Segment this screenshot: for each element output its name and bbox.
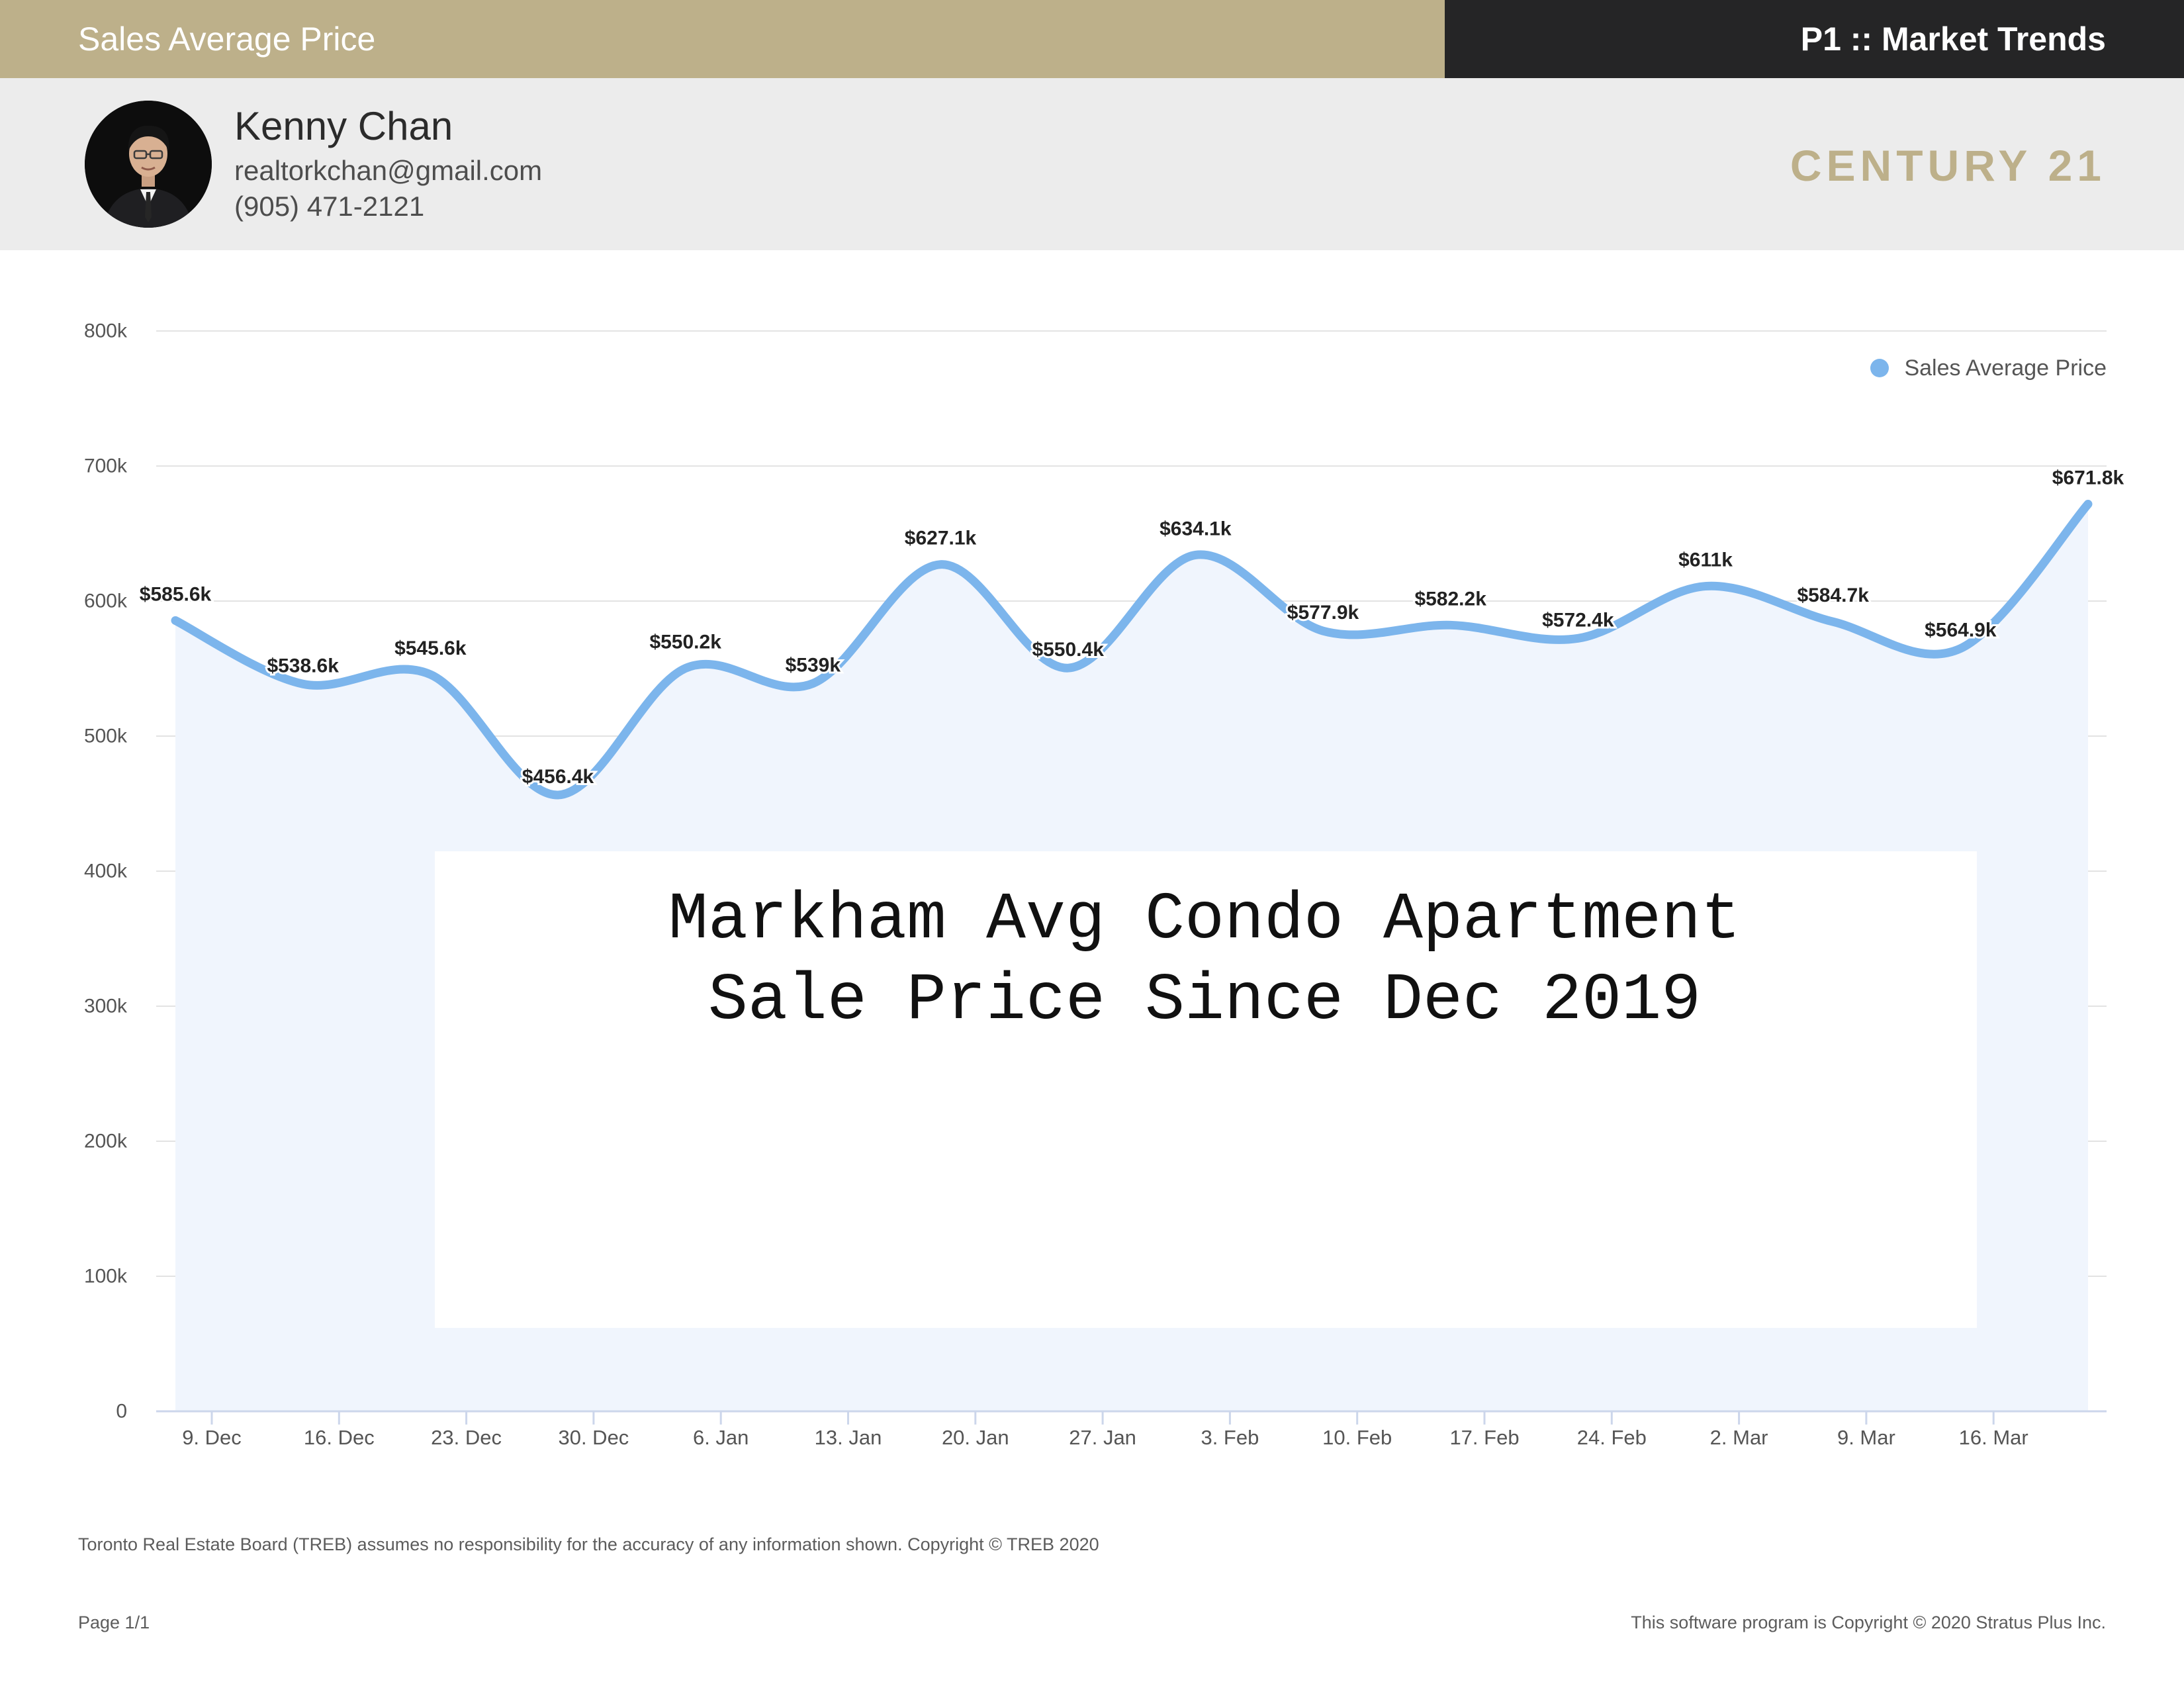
data-label: $627.1k (905, 528, 977, 549)
data-label: $634.1k (1160, 518, 1232, 539)
data-label: $564.9k (1925, 620, 1997, 641)
x-tick-label: 17. Feb (1449, 1426, 1519, 1449)
agent-card: Kenny Chan realtorkchan@gmail.com (905) … (0, 78, 2184, 250)
data-label: $572.4k (1542, 609, 1614, 631)
data-label: $671.8k (2052, 467, 2124, 489)
x-tick-label: 10. Feb (1322, 1426, 1392, 1449)
y-tick-label: 600k (84, 590, 128, 612)
x-tick-label: 20. Jan (942, 1426, 1009, 1449)
y-tick-label: 0 (116, 1401, 127, 1423)
software-copyright: This software program is Copyright © 202… (1631, 1613, 2106, 1632)
legend-marker (1870, 359, 1889, 377)
x-tick-label: 23. Dec (431, 1426, 502, 1449)
data-label: $550.4k (1032, 639, 1104, 661)
chart-legend[interactable]: Sales Average Price (1870, 355, 2107, 381)
agent-phone: (905) 471-2121 (234, 191, 425, 222)
y-tick-label: 700k (84, 455, 128, 477)
y-tick-label: 100k (84, 1266, 128, 1288)
section-title: P1 :: Market Trends (1445, 0, 2184, 78)
footer-disclaimer: Toronto Real Estate Board (TREB) assumes… (78, 1534, 1099, 1554)
x-tick-label: 9. Mar (1837, 1426, 1895, 1449)
x-tick-label: 27. Jan (1069, 1426, 1136, 1449)
x-tick-label: 16. Dec (304, 1426, 375, 1449)
data-label: $584.7k (1797, 585, 1869, 606)
legend-label: Sales Average Price (1904, 355, 2107, 381)
y-tick-label: 300k (84, 996, 128, 1017)
data-label: $577.9k (1287, 602, 1359, 624)
page-number: Page 1/1 (78, 1613, 150, 1632)
overlay-title-line1: Markham Avg Condo Apartment (668, 883, 1741, 958)
x-tick-label: 2. Mar (1710, 1426, 1768, 1449)
x-tick-label: 24. Feb (1577, 1426, 1647, 1449)
data-label: $550.2k (649, 632, 721, 653)
agent-email: realtorkchan@gmail.com (234, 155, 543, 186)
agent-photo-icon (85, 101, 212, 228)
data-label: $456.4k (522, 766, 594, 788)
x-tick-label: 16. Mar (1959, 1426, 2028, 1449)
x-tick-label: 6. Jan (693, 1426, 749, 1449)
x-tick-label: 30. Dec (558, 1426, 629, 1449)
report-header: Sales Average Price P1 :: Market Trends (0, 0, 2184, 78)
agent-name: Kenny Chan (234, 104, 453, 148)
data-label: $611k (1678, 549, 1733, 571)
report-title: Sales Average Price (0, 0, 1445, 78)
y-tick-label: 800k (84, 320, 128, 342)
overlay-title-line2: Sale Price Since Dec 2019 (708, 964, 1701, 1039)
sales-average-price-chart: 0 100k 200k 300k 400k 500k 600k 700k 800k 9. Dec… (84, 320, 2126, 1450)
x-tick-label: 13. Jan (815, 1426, 882, 1449)
x-tick-label: 3. Feb (1201, 1426, 1259, 1449)
data-label: $585.6k (140, 583, 212, 605)
y-tick-label: 500k (84, 726, 128, 747)
agent-avatar (85, 101, 212, 228)
data-label: $538.6k (267, 655, 339, 677)
data-label: $582.2k (1414, 588, 1486, 610)
brokerage-logo: CENTURY 21 (1790, 141, 2106, 190)
overlay-panel (435, 851, 1977, 1328)
y-tick-label: 200k (84, 1131, 128, 1152)
y-tick-label: 400k (84, 861, 128, 882)
data-label: $539k (786, 654, 841, 676)
data-label: $545.6k (394, 637, 467, 659)
series-line (171, 500, 2093, 800)
x-tick-label: 9. Dec (182, 1426, 242, 1449)
